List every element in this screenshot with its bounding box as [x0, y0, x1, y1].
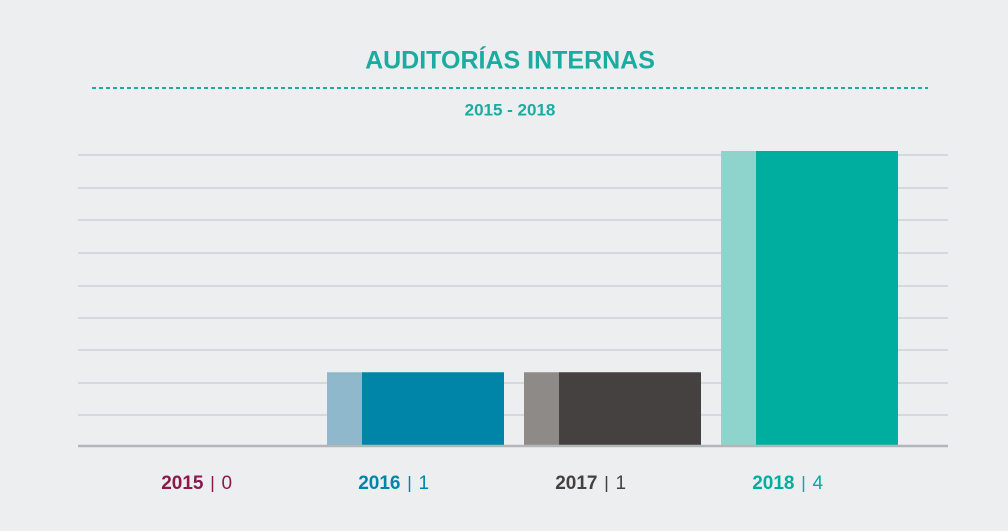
chart-subtitle: 2015 - 2018 — [465, 100, 556, 119]
value-label: 1 — [419, 473, 430, 494]
bar — [756, 151, 898, 446]
value-label: 1 — [616, 473, 627, 494]
bar-accent — [721, 151, 756, 446]
bar-accent — [327, 372, 362, 446]
value-label: 4 — [813, 473, 824, 494]
x-tick-label: 2018 — [752, 473, 794, 494]
bar — [559, 372, 701, 446]
x-tick-label: 2017 — [555, 473, 597, 494]
bar — [362, 372, 504, 446]
chart-title: AUDITORÍAS INTERNAS — [365, 46, 655, 75]
value-label: 0 — [222, 473, 233, 494]
bar-accent — [524, 372, 559, 446]
x-tick-label: 2016 — [358, 473, 400, 494]
x-tick-label: 2015 — [161, 473, 204, 494]
